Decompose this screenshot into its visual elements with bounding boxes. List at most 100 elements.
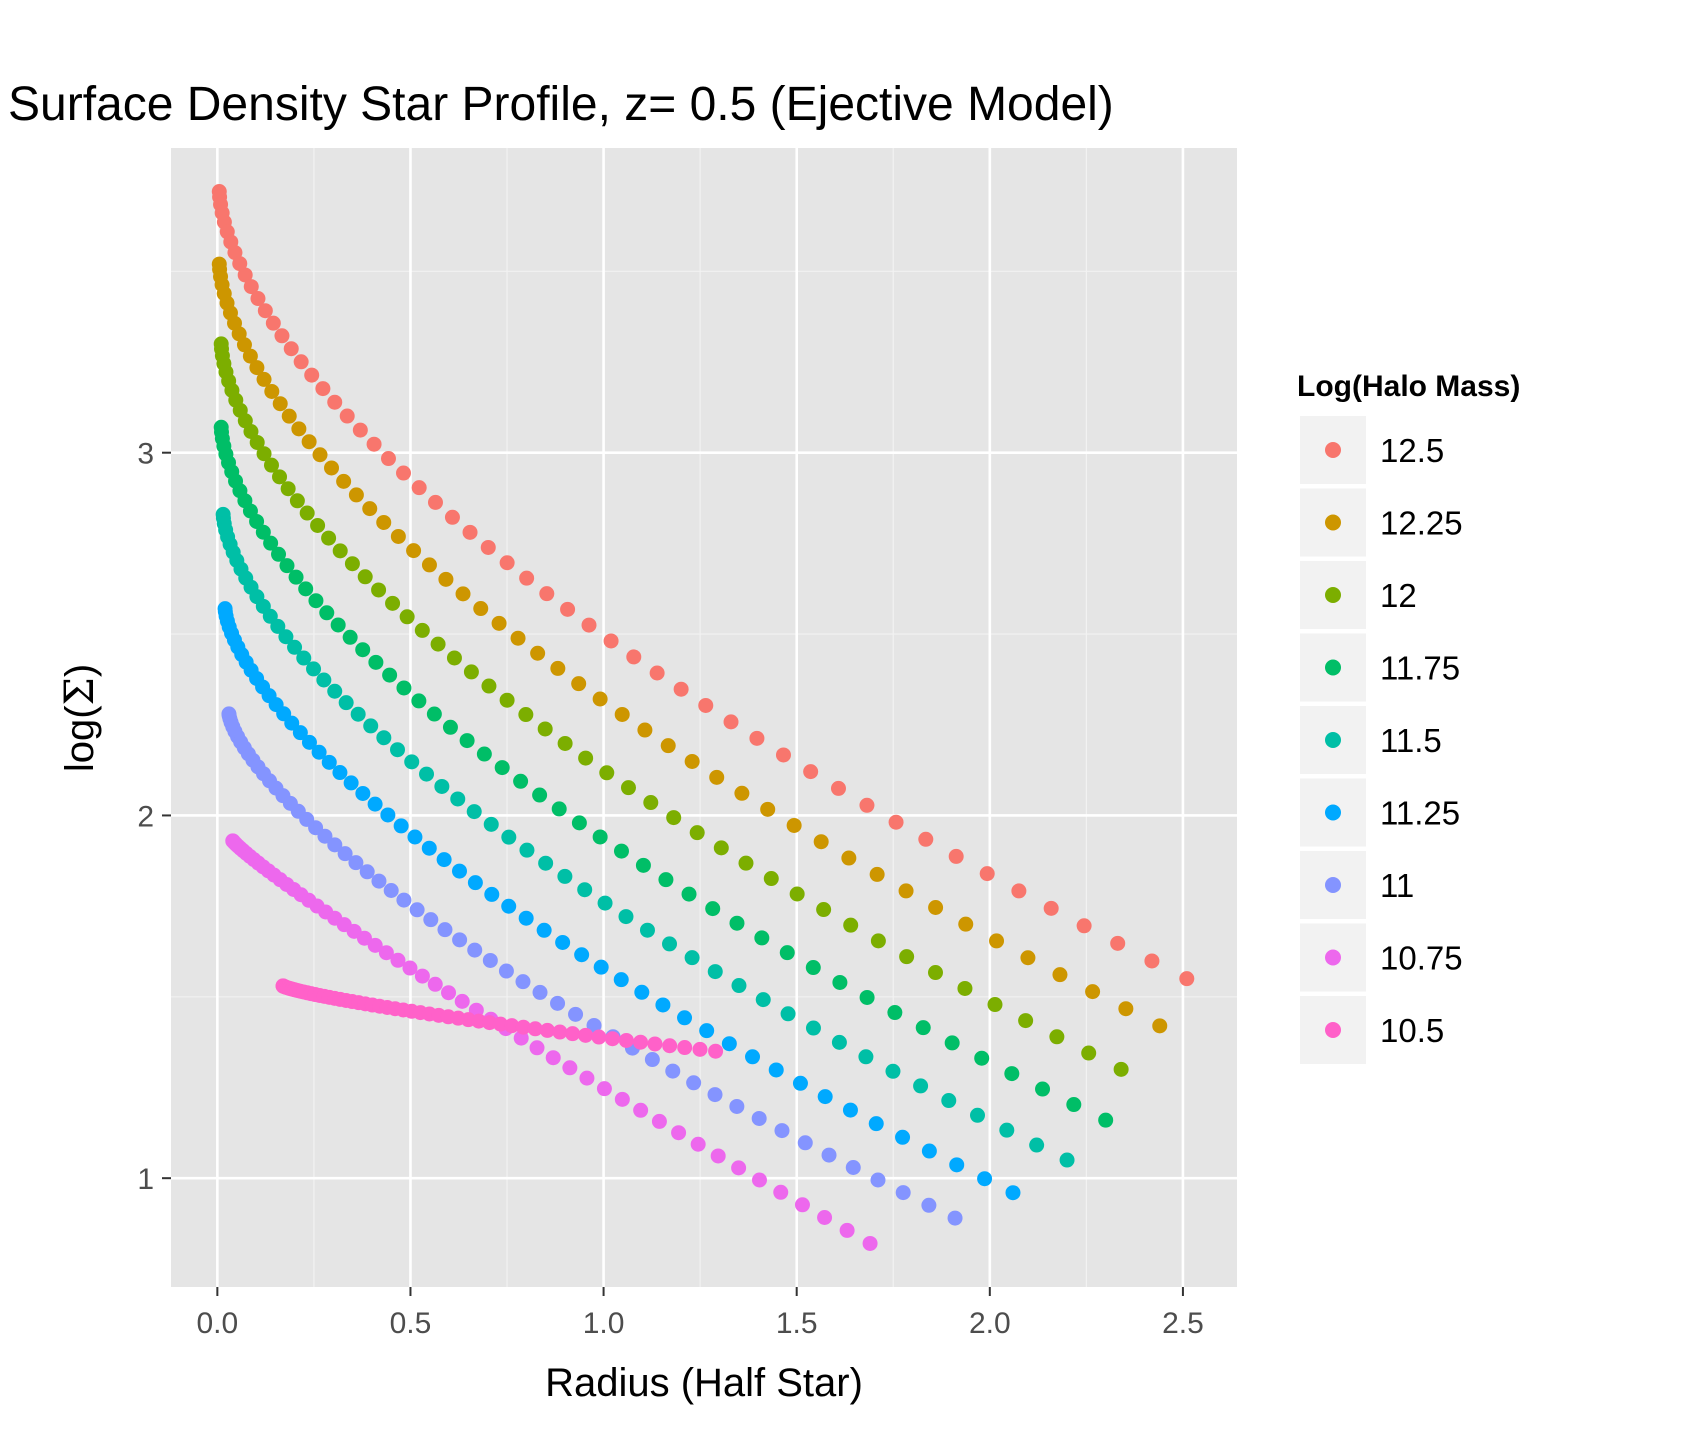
series-12.25 (211, 256, 1168, 1034)
y-axis-title: log(Σ) (57, 664, 103, 772)
data-point (498, 963, 514, 979)
data-point (327, 683, 343, 699)
data-point (921, 1143, 937, 1159)
legend-marker (1325, 804, 1341, 821)
data-point (382, 667, 398, 683)
data-point (368, 654, 384, 670)
legend-title: Log(Halo Mass) (1297, 370, 1520, 403)
data-point (459, 733, 475, 749)
data-point (414, 622, 430, 638)
data-point (515, 1019, 531, 1035)
data-point (1005, 1185, 1021, 1201)
plot-panel (171, 148, 1237, 1287)
data-point (763, 871, 779, 887)
legend-label: 12.5 (1380, 432, 1444, 469)
data-point (1020, 950, 1036, 966)
data-point (390, 528, 406, 544)
data-point (698, 697, 714, 713)
data-point (927, 965, 943, 981)
data-point (707, 1087, 723, 1103)
data-point (895, 1129, 911, 1145)
data-point (898, 883, 914, 899)
data-point (466, 804, 482, 820)
data-point (287, 639, 303, 655)
data-point (552, 1024, 568, 1040)
data-point (327, 837, 343, 853)
legend-item: 12 (1300, 561, 1417, 629)
data-point (684, 950, 700, 966)
data-point (738, 855, 754, 871)
data-point (655, 997, 671, 1013)
data-point (264, 383, 280, 399)
data-point (476, 746, 492, 762)
legend: Log(Halo Mass) 12.5 12.25 12 11.75 11.5 11.25… (1297, 370, 1520, 1064)
data-point (352, 422, 368, 438)
data-point (357, 569, 373, 585)
data-point (278, 629, 294, 645)
data-point (327, 394, 343, 410)
data-point (355, 785, 371, 801)
data-point (614, 706, 630, 722)
data-point (437, 922, 453, 938)
data-point (614, 1091, 630, 1107)
data-point (1059, 1152, 1075, 1168)
data-point (292, 725, 308, 741)
x-tick-label: 1.0 (583, 1307, 625, 1340)
data-point (402, 960, 418, 976)
data-point (338, 695, 354, 711)
data-point (1152, 1018, 1168, 1034)
legend-item: 11.75 (1300, 633, 1460, 702)
data-point (518, 707, 534, 723)
data-point (452, 932, 468, 948)
data-point (406, 543, 422, 559)
data-point (438, 571, 454, 587)
data-point (692, 1041, 708, 1057)
data-point (596, 1081, 612, 1097)
data-point (699, 1023, 715, 1039)
data-point (677, 1010, 693, 1026)
series-10.5 (275, 978, 724, 1059)
data-point (312, 447, 328, 463)
data-point (1081, 1045, 1097, 1061)
data-point (316, 672, 332, 688)
data-point (409, 902, 425, 918)
data-point (383, 883, 399, 899)
series-12.5 (211, 184, 1195, 987)
data-point (249, 513, 265, 529)
data-point (729, 1098, 745, 1114)
data-point (1043, 900, 1059, 916)
data-point (794, 1197, 810, 1213)
data-point (918, 831, 934, 847)
data-point (613, 972, 629, 988)
data-point (519, 842, 535, 858)
data-point (731, 1160, 747, 1176)
data-point (593, 959, 609, 975)
data-point (446, 650, 462, 666)
data-point (574, 947, 590, 963)
data-point (414, 968, 430, 984)
data-point (371, 873, 387, 889)
data-point (637, 722, 653, 738)
data-point (944, 1035, 960, 1051)
data-point (689, 825, 705, 841)
data-point (257, 303, 273, 319)
data-point (1029, 1137, 1045, 1153)
data-point (250, 291, 266, 307)
data-point (913, 1078, 929, 1094)
data-point (721, 1036, 737, 1052)
data-point (773, 1184, 789, 1200)
data-point (805, 1020, 821, 1036)
x-tick-label: 2.5 (1162, 1307, 1204, 1340)
data-point (1113, 1061, 1129, 1077)
data-point (1144, 953, 1160, 969)
data-point (817, 1210, 833, 1226)
data-point (298, 581, 314, 597)
data-point (707, 964, 723, 980)
data-point (805, 960, 821, 976)
data-point (915, 1020, 931, 1036)
data-point (532, 984, 548, 1000)
data-point (705, 901, 721, 917)
data-point (817, 1089, 833, 1105)
data-point (821, 1147, 837, 1163)
data-point (289, 493, 305, 509)
